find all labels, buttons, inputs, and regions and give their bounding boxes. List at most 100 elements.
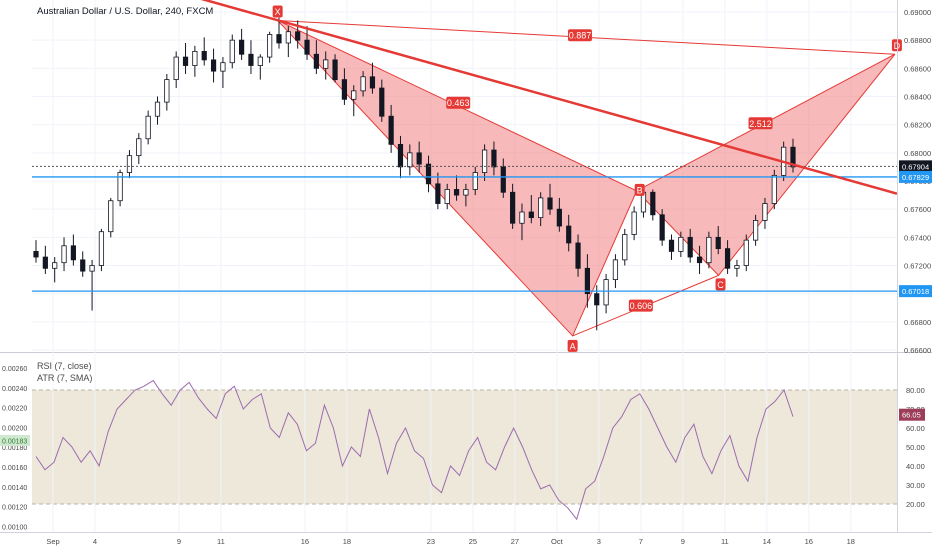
price-badge-2: 0.67018 — [902, 287, 929, 296]
candle — [453, 175, 460, 201]
candle — [388, 104, 394, 153]
candle-body — [706, 236, 712, 264]
candle-body — [229, 39, 235, 64]
candle — [220, 57, 226, 89]
time-tick-label: 16 — [805, 537, 813, 546]
time-tick-label: 3 — [597, 537, 601, 546]
price-axis[interactable]: 0.69000 0.68800 0.68600 0.68400 0.68200 0.680… — [899, 8, 932, 355]
price-tick-label: 0.66800 — [904, 318, 931, 327]
point-label-b: B — [637, 185, 643, 195]
candle — [743, 234, 749, 272]
candle-body — [407, 152, 413, 168]
candle-body — [126, 155, 133, 173]
candle-body — [332, 59, 338, 81]
candle-body — [491, 149, 497, 168]
rsi-tick-label: 20.00 — [906, 500, 925, 509]
candle — [89, 259, 95, 311]
time-tick-label: 9 — [177, 537, 181, 546]
price-tick-label: 0.68800 — [904, 36, 931, 45]
time-tick-label: 25 — [469, 537, 477, 546]
candle-body — [724, 248, 731, 269]
candle-body — [173, 56, 179, 80]
candle — [594, 285, 600, 331]
atr-tick-label: 0.00160 — [2, 465, 27, 472]
candle — [444, 183, 450, 210]
candle-body — [678, 236, 684, 252]
time-tick-label: 27 — [511, 537, 519, 546]
candle — [631, 206, 637, 241]
atr-tick-label: 0.00140 — [2, 485, 27, 492]
candle-body — [463, 189, 469, 196]
rsi-line — [35, 379, 794, 521]
atr-axis[interactable]: 0.002600.002400.002200.002000.001800.001… — [0, 366, 30, 531]
candle — [706, 231, 712, 269]
point-label-d-group: D — [891, 39, 902, 52]
candle — [313, 40, 319, 74]
candle — [379, 79, 385, 122]
time-tick-label: 11 — [217, 537, 225, 546]
candle-body — [304, 39, 310, 55]
time-axis[interactable]: Sep 4 9 11 16 18 23 25 27 Oct 3 7 9 11 14 16 18 — [46, 537, 855, 546]
atr-tick-label: 0.00220 — [2, 406, 27, 413]
ratio-label-3-bg — [748, 117, 773, 130]
candle — [622, 228, 628, 266]
candle — [80, 251, 86, 277]
candle — [182, 42, 189, 74]
candle-body — [603, 279, 609, 306]
candle — [239, 28, 245, 60]
candle — [257, 54, 263, 80]
candle — [332, 54, 338, 83]
time-tick-label: Oct — [551, 537, 564, 546]
price-tick-label: 0.67600 — [904, 205, 931, 214]
rsi-tick-label: 40.00 — [906, 462, 925, 471]
candle-body — [192, 51, 198, 66]
candle — [762, 197, 768, 229]
candle-body — [164, 79, 170, 103]
price-badge-0: 0.67904 — [902, 162, 929, 171]
candle — [696, 245, 703, 274]
candle — [70, 234, 76, 266]
candle-body — [220, 62, 226, 72]
candle-body — [743, 239, 749, 266]
candle-body — [80, 259, 86, 272]
candle-body — [566, 225, 572, 244]
price-badge-bg-2 — [899, 285, 932, 298]
candle — [164, 73, 170, 111]
candle — [407, 144, 413, 176]
atr-badge-bg — [0, 435, 30, 446]
candle-body — [519, 211, 525, 224]
candle-body — [650, 191, 656, 216]
candle-body — [584, 267, 590, 295]
candle-body — [575, 242, 581, 269]
candle — [323, 51, 329, 80]
price-tick-label: 0.67400 — [904, 233, 931, 242]
candle — [267, 31, 273, 63]
rsi-tick-label: 60.00 — [906, 424, 925, 433]
price-badge-bg-0 — [899, 160, 932, 173]
price-tick-label: 0.69000 — [904, 8, 931, 17]
candle-body — [612, 259, 619, 280]
candle — [724, 240, 731, 274]
candle-body — [668, 239, 675, 252]
candle-body — [594, 293, 600, 306]
candle — [369, 62, 376, 94]
time-tick-label: 9 — [681, 537, 685, 546]
candle-body — [753, 220, 759, 241]
point-label-x-group: X — [272, 5, 283, 18]
candle — [510, 183, 516, 229]
time-tick-label: 4 — [93, 537, 97, 546]
candle-body — [248, 53, 254, 66]
candle — [472, 166, 478, 196]
candle — [678, 231, 684, 258]
candle-body — [379, 87, 385, 117]
candle — [519, 203, 525, 241]
candle-body — [631, 211, 637, 235]
candle-body — [360, 76, 366, 92]
trendline[interactable] — [198, 0, 898, 195]
horizontal-lines[interactable] — [32, 165, 897, 292]
candle — [790, 138, 796, 173]
candle — [42, 245, 48, 274]
candle-body — [435, 183, 441, 204]
candle — [33, 240, 39, 263]
